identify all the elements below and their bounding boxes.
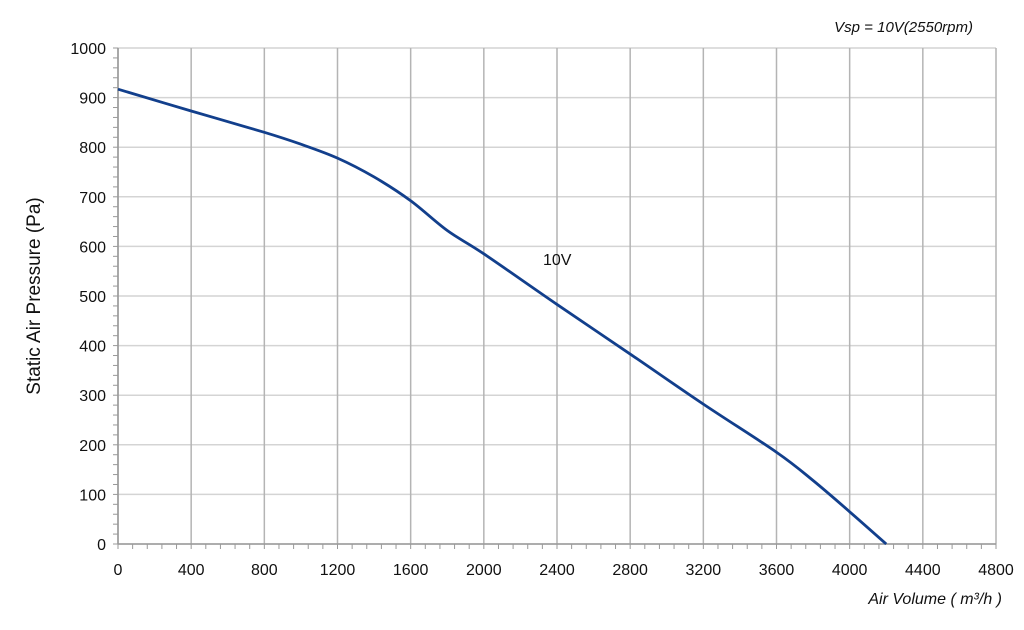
x-tick-label: 4800 — [978, 562, 1014, 579]
y-tick-label: 1000 — [70, 41, 106, 58]
grid — [117, 47, 997, 545]
series-label-10v: 10V — [543, 252, 572, 269]
y-tick-label: 300 — [79, 388, 106, 405]
x-tick-label: 400 — [178, 562, 205, 579]
x-tick-label: 4400 — [905, 562, 941, 579]
x-tick-label: 2000 — [466, 562, 502, 579]
x-tick-label: 4000 — [832, 562, 868, 579]
x-tick-label: 800 — [251, 562, 278, 579]
annotation-vsp: Vsp = 10V(2550rpm) — [834, 19, 973, 36]
y-axis-label: Static Air Pressure (Pa) — [24, 197, 45, 394]
y-tick-label: 100 — [79, 487, 106, 504]
x-tick-label: 1200 — [320, 562, 356, 579]
x-tick-label: 2800 — [612, 562, 648, 579]
x-tick-label: 3200 — [686, 562, 722, 579]
x-tick-label: 1600 — [393, 562, 429, 579]
y-tick-label: 900 — [79, 91, 106, 108]
y-tick-label: 600 — [79, 239, 106, 256]
x-axis-label: Air Volume ( m³/h ) — [867, 591, 1002, 608]
series-line-10v — [117, 87, 888, 546]
x-tick-label: 0 — [114, 562, 123, 579]
axis-ticks: 0 100 200 300 400 500 600 700 800 900 1000 0 400 800 1… — [70, 41, 1013, 579]
x-tick-label: 3600 — [759, 562, 795, 579]
y-tick-label: 700 — [79, 190, 106, 207]
series-layer — [117, 87, 888, 546]
y-tick-label: 400 — [79, 339, 106, 356]
x-tick-label: 2400 — [539, 562, 575, 579]
y-tick-label: 0 — [97, 537, 106, 554]
y-tick-label: 800 — [79, 140, 106, 157]
y-tick-label: 500 — [79, 289, 106, 306]
y-tick-label: 200 — [79, 438, 106, 455]
